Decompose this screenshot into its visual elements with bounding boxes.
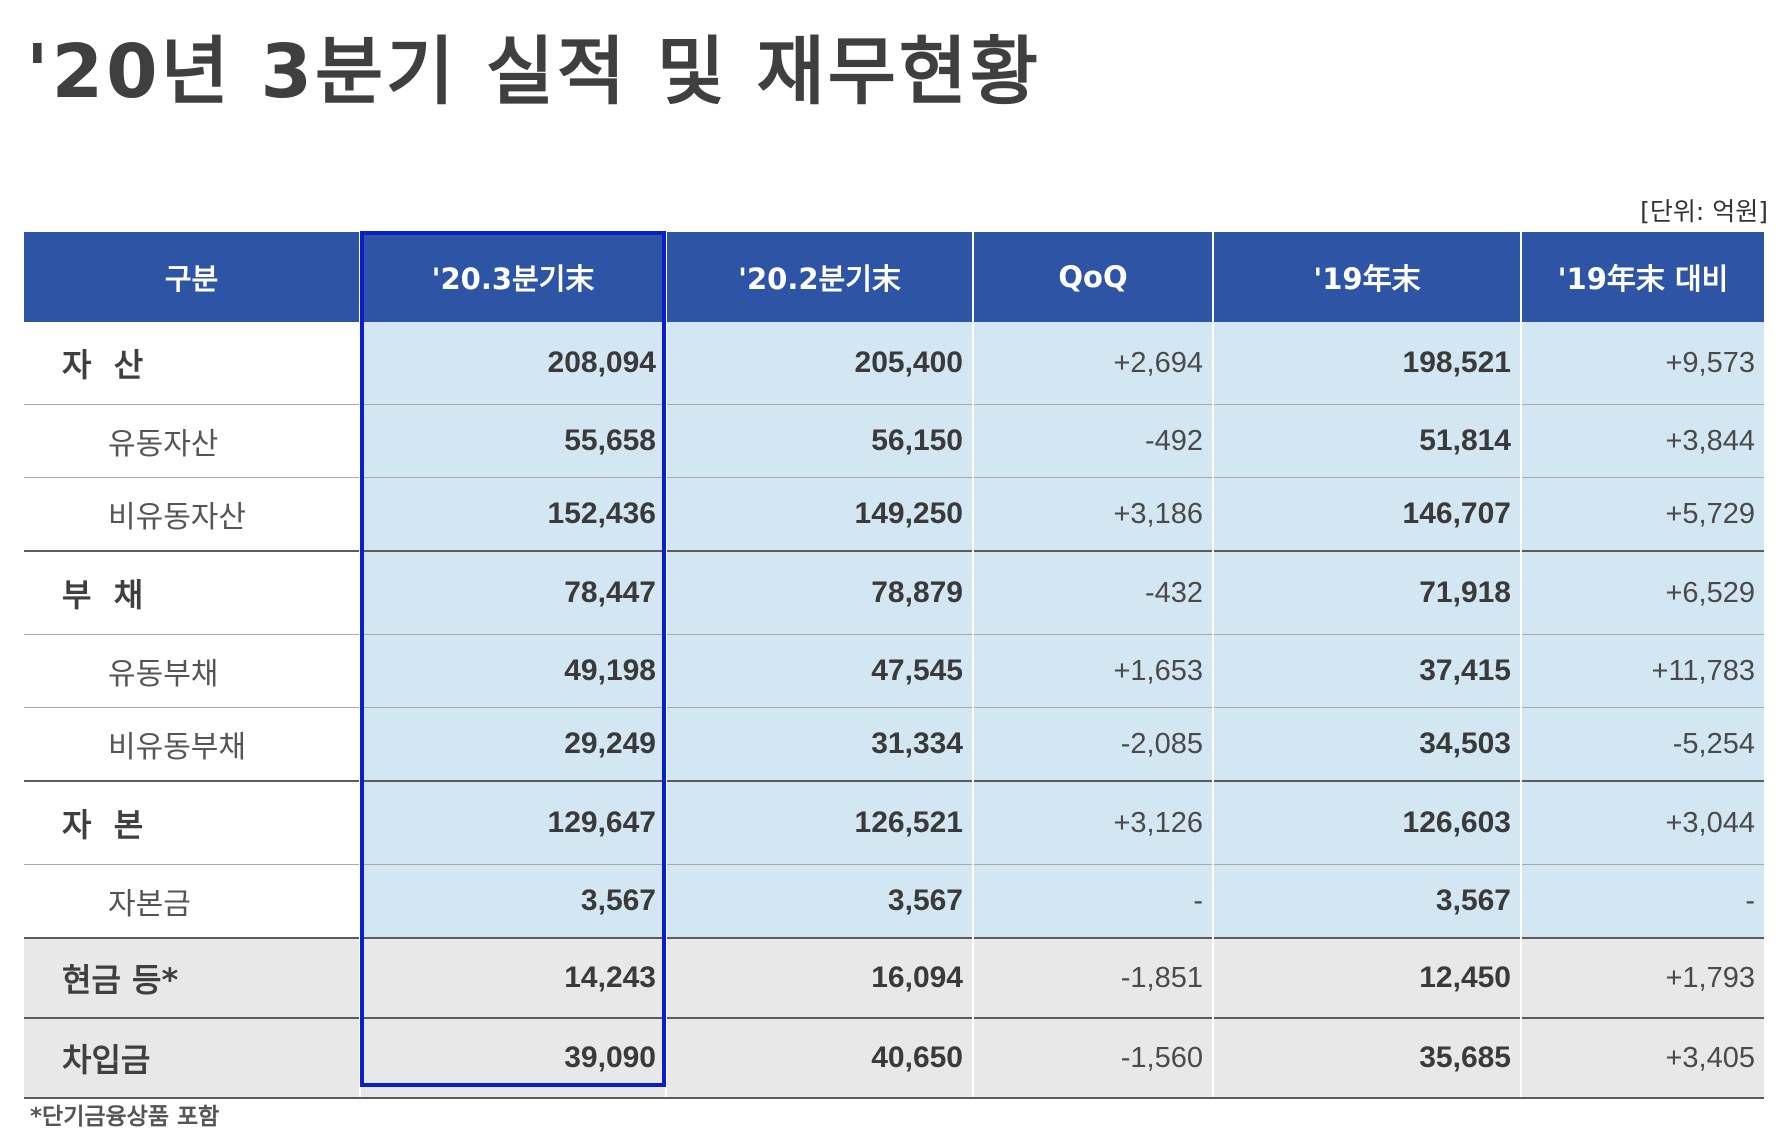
cell-y19: 34,503: [1212, 707, 1521, 781]
cell-q2: 40,650: [665, 1017, 973, 1099]
footnote: *단기금융상품 포함: [30, 1104, 220, 1130]
table-header-row: 구분 '20.3분기末 '20.2분기末 QoQ '19年末 '19年末 대비: [24, 232, 1764, 322]
table-row-liabilities: 부 채 78,447 78,879 -432 71,918 +6,529: [24, 550, 1764, 635]
page-title: '20년 3분기 실적 및 재무현황: [26, 29, 1041, 115]
row-label: 자 산: [24, 322, 360, 405]
cell-q3: 55,658: [359, 404, 666, 478]
unit-note: [단위: 억원]: [1640, 197, 1768, 226]
cell-y19: 51,814: [1212, 404, 1521, 478]
cell-vs19: +3,844: [1520, 404, 1764, 478]
cell-vs19: +3,044: [1520, 780, 1764, 865]
row-label: 자 본: [24, 780, 360, 865]
cell-y19: 198,521: [1212, 322, 1521, 405]
cell-qoq: +1,653: [972, 634, 1213, 708]
row-label: 유동부채: [24, 634, 360, 708]
row-label: 차입금: [24, 1017, 360, 1099]
cell-q2: 16,094: [665, 937, 973, 1018]
header-q3-2020: '20.3분기末: [359, 232, 666, 322]
cell-vs19: -: [1520, 864, 1764, 938]
header-q2-2020: '20.2분기末: [665, 232, 973, 322]
cell-qoq: -1,560: [972, 1017, 1213, 1099]
financial-table: 구분 '20.3분기末 '20.2분기末 QoQ '19年末 '19年末 대비 …: [24, 232, 1764, 1099]
cell-y19: 12,450: [1212, 937, 1521, 1018]
cell-q2: 31,334: [665, 707, 973, 781]
header-qoq: QoQ: [972, 232, 1213, 322]
cell-qoq: -432: [972, 550, 1213, 635]
cell-qoq: +3,186: [972, 477, 1213, 551]
cell-vs19: +6,529: [1520, 550, 1764, 635]
row-label: 자본금: [24, 864, 360, 938]
cell-q3: 39,090: [359, 1017, 666, 1099]
cell-qoq: -492: [972, 404, 1213, 478]
cell-q2: 126,521: [665, 780, 973, 865]
row-label: 현금 등*: [24, 937, 360, 1018]
cell-q2: 47,545: [665, 634, 973, 708]
cell-q3: 3,567: [359, 864, 666, 938]
table-row-cash: 현금 등* 14,243 16,094 -1,851 12,450 +1,793: [24, 937, 1764, 1018]
cell-q3: 129,647: [359, 780, 666, 865]
cell-y19: 35,685: [1212, 1017, 1521, 1099]
cell-qoq: +2,694: [972, 322, 1213, 405]
header-vs-ye-2019: '19年末 대비: [1520, 232, 1764, 322]
table-row-current-liabilities: 유동부채 49,198 47,545 +1,653 37,415 +11,783: [24, 634, 1764, 708]
cell-q3: 78,447: [359, 550, 666, 635]
cell-vs19: +3,405: [1520, 1017, 1764, 1099]
row-label: 비유동자산: [24, 477, 360, 551]
cell-vs19: +11,783: [1520, 634, 1764, 708]
cell-q2: 78,879: [665, 550, 973, 635]
table-row-capital-stock: 자본금 3,567 3,567 - 3,567 -: [24, 864, 1764, 938]
row-label: 부 채: [24, 550, 360, 635]
cell-q3: 49,198: [359, 634, 666, 708]
cell-y19: 3,567: [1212, 864, 1521, 938]
cell-q3: 14,243: [359, 937, 666, 1018]
cell-q3: 208,094: [359, 322, 666, 405]
cell-y19: 71,918: [1212, 550, 1521, 635]
cell-q2: 3,567: [665, 864, 973, 938]
row-label: 유동자산: [24, 404, 360, 478]
cell-y19: 146,707: [1212, 477, 1521, 551]
table-row-assets: 자 산 208,094 205,400 +2,694 198,521 +9,57…: [24, 322, 1764, 405]
header-category: 구분: [24, 232, 360, 322]
row-label: 비유동부채: [24, 707, 360, 781]
table-row-noncurrent-liabilities: 비유동부채 29,249 31,334 -2,085 34,503 -5,254: [24, 707, 1764, 781]
table-row-equity: 자 본 129,647 126,521 +3,126 126,603 +3,04…: [24, 780, 1764, 865]
table-row-current-assets: 유동자산 55,658 56,150 -492 51,814 +3,844: [24, 404, 1764, 478]
header-ye-2019: '19年末: [1212, 232, 1521, 322]
table-row-borrowings: 차입금 39,090 40,650 -1,560 35,685 +3,405: [24, 1017, 1764, 1099]
cell-qoq: -1,851: [972, 937, 1213, 1018]
cell-q3: 29,249: [359, 707, 666, 781]
cell-qoq: -2,085: [972, 707, 1213, 781]
cell-vs19: +9,573: [1520, 322, 1764, 405]
cell-qoq: +3,126: [972, 780, 1213, 865]
cell-vs19: +5,729: [1520, 477, 1764, 551]
cell-q3: 152,436: [359, 477, 666, 551]
cell-q2: 205,400: [665, 322, 973, 405]
cell-y19: 126,603: [1212, 780, 1521, 865]
cell-vs19: -5,254: [1520, 707, 1764, 781]
cell-q2: 149,250: [665, 477, 973, 551]
cell-qoq: -: [972, 864, 1213, 938]
cell-q2: 56,150: [665, 404, 973, 478]
table-row-noncurrent-assets: 비유동자산 152,436 149,250 +3,186 146,707 +5,…: [24, 477, 1764, 551]
cell-vs19: +1,793: [1520, 937, 1764, 1018]
cell-y19: 37,415: [1212, 634, 1521, 708]
